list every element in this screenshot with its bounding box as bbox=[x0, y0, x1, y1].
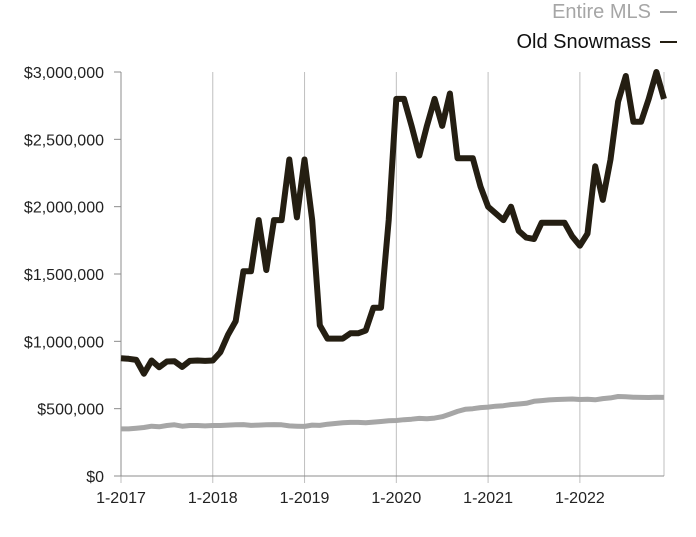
x-tick-label: 1-2021 bbox=[463, 490, 513, 507]
series-line-entire-mls bbox=[121, 394, 665, 432]
x-tick-label: 1-2019 bbox=[280, 490, 330, 507]
legend-label: Entire MLS bbox=[552, 1, 651, 23]
y-tick-label: $0 bbox=[86, 469, 104, 486]
x-tick-label: 1-2022 bbox=[555, 490, 605, 507]
x-tick-label: 1-2020 bbox=[371, 490, 421, 507]
y-tick-label: $3,000,000 bbox=[24, 65, 104, 82]
y-tick-label: $2,000,000 bbox=[24, 200, 104, 217]
legend-item: Old Snowmass bbox=[517, 31, 677, 53]
y-tick-label: $2,500,000 bbox=[24, 132, 104, 149]
x-tick-label: 1-2018 bbox=[188, 490, 238, 507]
series-line-old-snowmass bbox=[120, 69, 667, 377]
legend-item: Entire MLS bbox=[552, 1, 677, 23]
y-tick-label: $1,000,000 bbox=[24, 334, 104, 351]
legend: Entire MLS Old Snowmass bbox=[517, 1, 677, 53]
legend-label: Old Snowmass bbox=[517, 31, 652, 53]
y-tick-label: $1,500,000 bbox=[24, 267, 104, 284]
axes: 1-2017 1-2018 1-2019 1-2020 1-2021 1-2022 $0 $5… bbox=[24, 65, 664, 507]
y-tick-label: $500,000 bbox=[37, 402, 104, 419]
x-tick-label: 1-2017 bbox=[96, 490, 146, 507]
series-lines bbox=[120, 69, 667, 432]
